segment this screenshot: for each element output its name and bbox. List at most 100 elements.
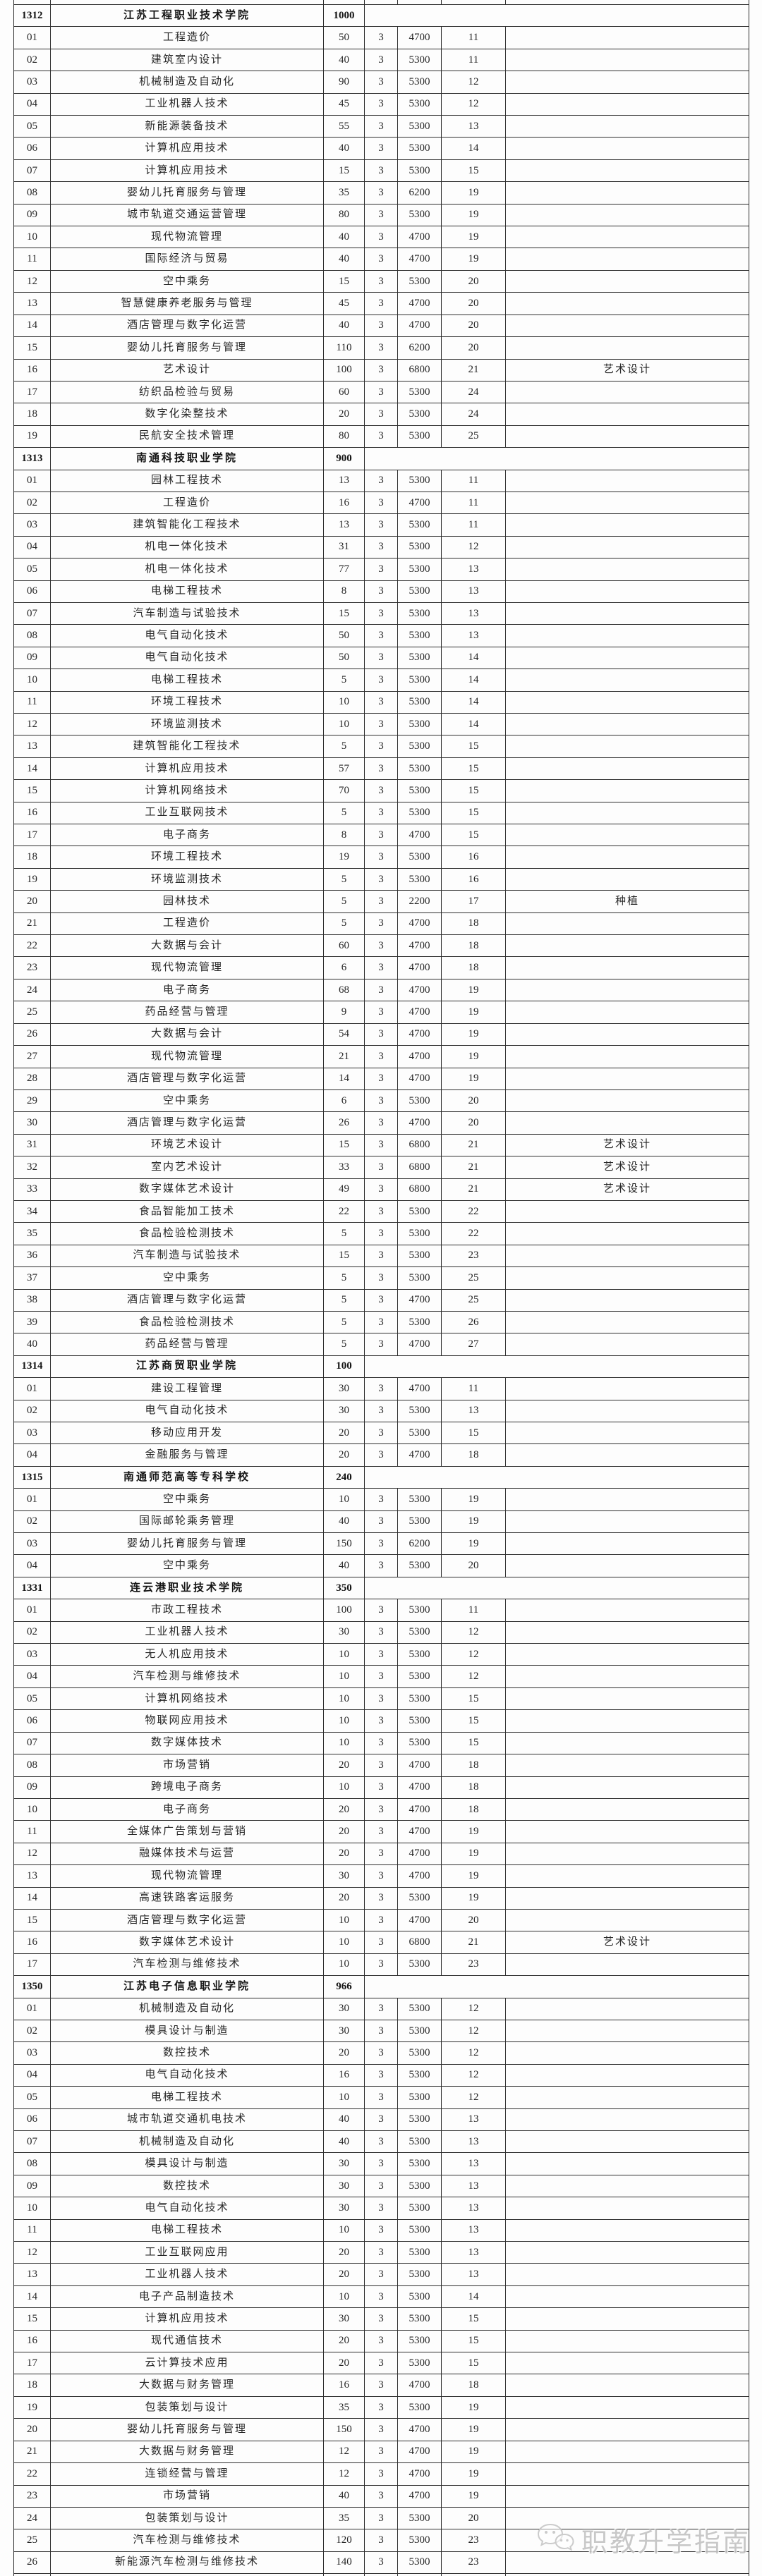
major-code-cell: 01	[14, 27, 51, 48]
major-fee-cell: 6200	[398, 337, 442, 358]
major-row: 23现代物流管理63470018	[14, 957, 749, 979]
major-remark-cell	[506, 1843, 749, 1864]
major-code-cell: 21	[14, 2441, 51, 2462]
major-fee-cell: 5300	[398, 2087, 442, 2108]
major-remark-cell	[506, 2529, 749, 2551]
major-years-cell: 3	[365, 403, 398, 425]
major-batch-cell: 15	[442, 802, 506, 824]
major-row: 04工业机器人技术453530012	[14, 94, 749, 116]
major-batch-cell: 23	[442, 1245, 506, 1266]
major-row: 12环境监测技术103530014	[14, 714, 749, 735]
major-years-cell: 3	[365, 1910, 398, 1931]
major-batch-cell: 26	[442, 1312, 506, 1333]
major-code-cell: 11	[14, 1821, 51, 1842]
major-remark-cell	[506, 869, 749, 890]
major-batch-cell: 20	[442, 293, 506, 314]
major-plan-cell: 10	[324, 2220, 365, 2241]
major-fee-cell: 5300	[398, 381, 442, 403]
major-code-cell: 08	[14, 1754, 51, 1776]
major-remark-cell	[506, 2486, 749, 2507]
major-name-cell: 包装策划与设计	[51, 2508, 324, 2529]
major-name-cell: 城市轨道交通运营管理	[51, 205, 324, 226]
empty-cell	[442, 0, 506, 4]
major-row: 11电梯工程技术103530013	[14, 2220, 749, 2242]
major-plan-cell: 10	[324, 2087, 365, 2108]
school-section-row: 1315南通师范高等专科学校240	[14, 1467, 749, 1489]
major-row: 10电梯工程技术53530014	[14, 669, 749, 691]
major-remark-cell	[506, 1046, 749, 1067]
major-name-cell: 机械制造及自动化	[51, 2131, 324, 2152]
major-code-cell: 17	[14, 824, 51, 846]
school-code-cell: 1331	[14, 1577, 51, 1599]
major-row: 02工业机器人技术303530012	[14, 1622, 749, 1644]
major-code-cell: 14	[14, 758, 51, 779]
major-remark-cell	[506, 293, 749, 314]
major-batch-cell: 19	[442, 1068, 506, 1089]
major-batch-cell: 19	[442, 1511, 506, 1532]
major-code-cell: 24	[14, 2508, 51, 2529]
major-batch-cell: 13	[442, 581, 506, 602]
major-plan-cell: 19	[324, 846, 365, 867]
major-years-cell: 3	[365, 2220, 398, 2241]
major-remark-cell	[506, 2508, 749, 2529]
major-years-cell: 3	[365, 2441, 398, 2462]
major-batch-cell: 15	[442, 780, 506, 801]
major-remark-cell	[506, 669, 749, 690]
major-name-cell: 无人机应用技术	[51, 1644, 324, 1665]
major-fee-cell: 5300	[398, 2552, 442, 2573]
major-fee-cell: 5300	[398, 138, 442, 159]
major-code-cell: 09	[14, 1777, 51, 1798]
major-code-cell: 13	[14, 293, 51, 314]
major-code-cell: 10	[14, 1799, 51, 1820]
major-batch-cell: 19	[442, 2441, 506, 2462]
major-plan-cell: 68	[324, 979, 365, 1001]
major-batch-cell: 12	[442, 2020, 506, 2041]
major-name-cell: 环境监测技术	[51, 714, 324, 735]
major-fee-cell: 5300	[398, 1644, 442, 1665]
major-name-cell: 电气自动化技术	[51, 647, 324, 669]
major-years-cell: 3	[365, 1733, 398, 1754]
major-fee-cell: 5300	[398, 116, 442, 137]
major-plan-cell: 13	[324, 514, 365, 535]
major-years-cell: 3	[365, 1001, 398, 1023]
major-name-cell: 汽车检测与维修技术	[51, 2529, 324, 2551]
major-name-cell: 云计算技术应用	[51, 2352, 324, 2374]
major-code-cell: 05	[14, 2087, 51, 2108]
major-years-cell: 3	[365, 1444, 398, 1465]
major-code-cell: 09	[14, 647, 51, 669]
major-plan-cell: 45	[324, 94, 365, 115]
major-name-cell: 新能源汽车检测与维修技术	[51, 2552, 324, 2573]
major-row: 27现代物流管理213470019	[14, 1046, 749, 1068]
major-years-cell: 3	[365, 2087, 398, 2108]
major-code-cell: 20	[14, 2419, 51, 2440]
empty-cell	[51, 0, 324, 4]
major-years-cell: 3	[365, 271, 398, 292]
major-row: 37空中乘务53530025	[14, 1267, 749, 1289]
major-batch-cell: 19	[442, 2463, 506, 2484]
major-plan-cell: 60	[324, 381, 365, 403]
major-years-cell: 3	[365, 2352, 398, 2374]
major-fee-cell: 5300	[398, 1489, 442, 1510]
major-plan-cell: 100	[324, 1599, 365, 1620]
major-remark-cell	[506, 2552, 749, 2573]
major-years-cell: 3	[365, 891, 398, 912]
major-remark-cell	[506, 2220, 749, 2241]
major-years-cell: 3	[365, 758, 398, 779]
major-name-cell: 园林技术	[51, 891, 324, 912]
major-plan-cell: 50	[324, 647, 365, 669]
major-code-cell: 15	[14, 337, 51, 358]
major-row: 14高速铁路客运服务203530019	[14, 1888, 749, 1910]
major-plan-cell: 90	[324, 71, 365, 92]
major-row: 18大数据与财务管理163470018	[14, 2374, 749, 2396]
major-years-cell: 3	[365, 1090, 398, 1111]
major-remark-cell	[506, 824, 749, 846]
school-code-cell: 1312	[14, 5, 51, 26]
major-batch-cell: 19	[442, 1489, 506, 1510]
major-remark-cell	[506, 1954, 749, 1975]
major-years-cell: 3	[365, 160, 398, 181]
major-name-cell: 国际邮轮乘务管理	[51, 1511, 324, 1532]
major-row: 09电气自动化技术503530014	[14, 647, 749, 669]
major-fee-cell: 5300	[398, 1555, 442, 1576]
major-code-cell: 37	[14, 1267, 51, 1288]
major-plan-cell: 33	[324, 1156, 365, 1178]
